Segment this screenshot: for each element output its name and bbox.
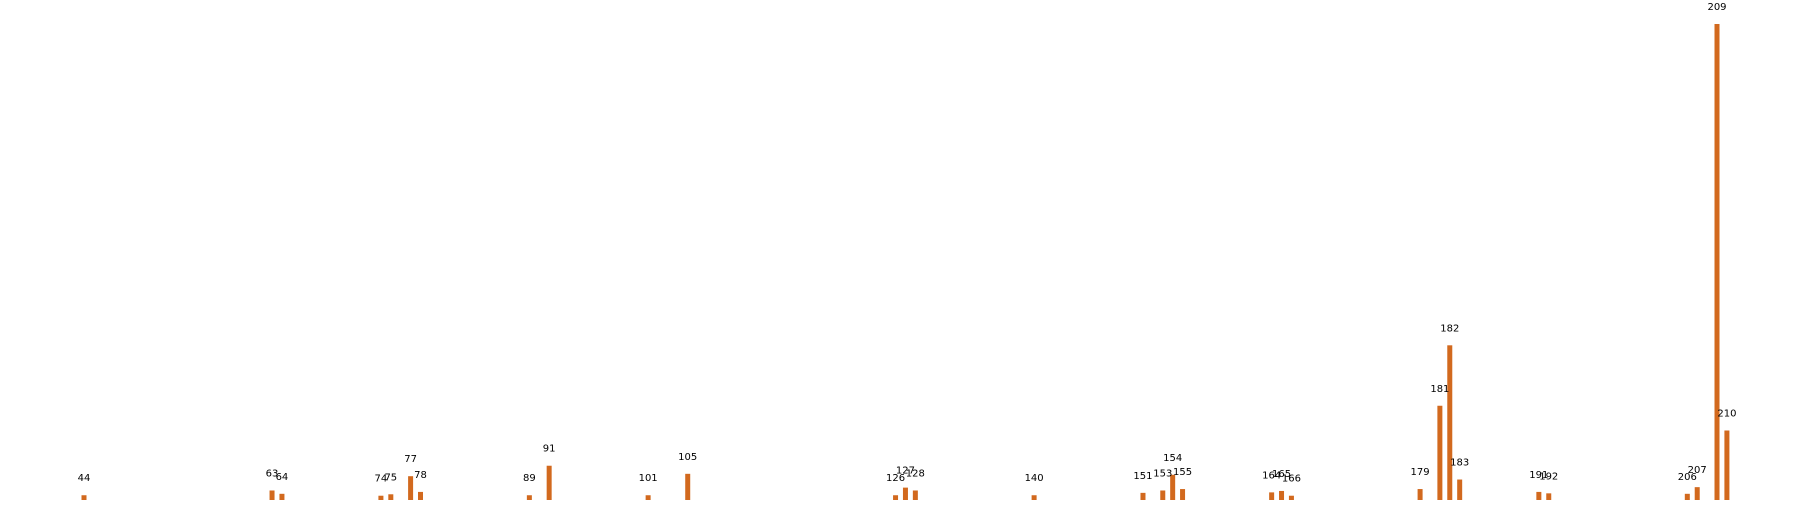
bar-165 xyxy=(1279,491,1284,500)
bar-153 xyxy=(1160,490,1165,500)
bar-label-209: 209 xyxy=(1707,2,1726,13)
bar-166 xyxy=(1289,496,1294,500)
bar-label-155: 155 xyxy=(1173,467,1192,478)
bar-209 xyxy=(1715,24,1720,500)
bar-78 xyxy=(418,492,423,500)
bar-label-207: 207 xyxy=(1688,465,1707,476)
bar-181 xyxy=(1437,406,1442,500)
bar-label-64: 64 xyxy=(276,472,289,483)
bar-151 xyxy=(1140,493,1145,500)
bar-128 xyxy=(913,490,918,500)
bar-206 xyxy=(1685,494,1690,500)
bar-label-210: 210 xyxy=(1717,409,1736,420)
bar-label-105: 105 xyxy=(678,452,697,463)
bar-210 xyxy=(1724,431,1729,501)
bar-label-91: 91 xyxy=(543,444,556,455)
bar-182 xyxy=(1447,345,1452,500)
bar-207 xyxy=(1695,487,1700,500)
bar-label-89: 89 xyxy=(523,473,536,484)
bar-label-78: 78 xyxy=(414,470,427,481)
bar-91 xyxy=(547,466,552,500)
bar-label-44: 44 xyxy=(78,473,91,484)
bar-44 xyxy=(82,495,87,500)
bar-179 xyxy=(1418,489,1423,500)
bar-75 xyxy=(388,494,393,500)
bar-label-183: 183 xyxy=(1450,458,1469,469)
bar-label-128: 128 xyxy=(906,468,925,479)
bar-64 xyxy=(279,494,284,500)
bar-label-182: 182 xyxy=(1440,323,1459,334)
bar-label-166: 166 xyxy=(1282,474,1301,485)
bar-label-153: 153 xyxy=(1153,468,1172,479)
bar-155 xyxy=(1180,489,1185,500)
bar-89 xyxy=(527,495,532,500)
bar-label-77: 77 xyxy=(404,454,417,465)
bar-label-181: 181 xyxy=(1430,384,1449,395)
bars-layer xyxy=(82,24,1730,500)
bar-105 xyxy=(685,474,690,500)
bar-label-140: 140 xyxy=(1025,473,1044,484)
bar-192 xyxy=(1546,493,1551,500)
bar-126 xyxy=(893,495,898,500)
bar-77 xyxy=(408,476,413,500)
bar-63 xyxy=(270,490,275,500)
bar-74 xyxy=(378,496,383,500)
bar-140 xyxy=(1032,495,1037,500)
bar-label-151: 151 xyxy=(1133,471,1152,482)
bar-191 xyxy=(1536,492,1541,500)
bar-164 xyxy=(1269,492,1274,500)
bar-101 xyxy=(646,495,651,500)
bar-label-75: 75 xyxy=(384,472,397,483)
bar-183 xyxy=(1457,480,1462,500)
bar-label-192: 192 xyxy=(1539,471,1558,482)
bar-label-154: 154 xyxy=(1163,453,1182,464)
bar-127 xyxy=(903,488,908,500)
bar-label-101: 101 xyxy=(639,473,658,484)
bar-label-179: 179 xyxy=(1411,467,1430,478)
